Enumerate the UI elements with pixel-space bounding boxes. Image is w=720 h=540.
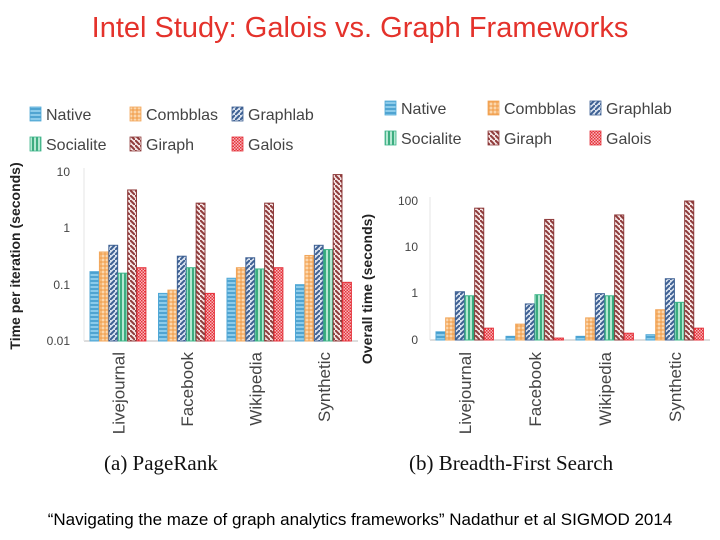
chart-b-legend-swatch-combblas	[487, 100, 500, 116]
chart-a-bar-wikipedia-giraph	[264, 202, 274, 342]
chart-b-tick-0: 100	[398, 194, 418, 208]
chart-a-bar-livejournal-giraph	[127, 189, 137, 342]
chart-b-bar-synthetic-socialite	[674, 301, 685, 341]
chart-a-bar-synthetic-galois	[342, 281, 352, 342]
chart-a-tick-3: 0.01	[47, 334, 71, 348]
chart-b-legend-label-socialite: Socialite	[401, 131, 462, 148]
chart-a-category-synthetic: Synthetic	[315, 352, 334, 422]
chart-a-legend-label-giraph: Giraph	[146, 137, 194, 154]
chart-b-category-synthetic: Synthetic	[666, 352, 685, 422]
chart-a-bar-facebook-combblas	[167, 289, 178, 342]
chart-a-legend-swatch-giraph	[129, 136, 142, 152]
chart-b-bar-wikipedia-graphlab	[594, 293, 605, 341]
chart-a-bar-facebook-native	[158, 292, 168, 342]
chart-a-ylabel: Time per iteration (seconds)	[7, 162, 23, 349]
chart-b-bar-synthetic-combblas	[655, 309, 666, 341]
chart-b-legend-label-giraph: Giraph	[504, 131, 552, 148]
chart-a-bar-synthetic-socialite	[323, 249, 334, 342]
chart-b-legend-swatch-socialite	[384, 130, 397, 146]
chart-a-legend-label-native: Native	[46, 107, 91, 124]
chart-b-bar-facebook-native	[505, 335, 516, 341]
chart-b-bar-livejournal-graphlab	[454, 291, 465, 341]
chart-a-category-facebook: Facebook	[178, 352, 197, 427]
chart-a-legend-swatch-combblas	[129, 106, 142, 122]
chart-b-bar-livejournal-galois	[483, 327, 494, 341]
chart-a-caption: (a) PageRank	[104, 451, 218, 475]
chart-b-tick-3: 0	[411, 333, 418, 347]
chart-b-legend-label-graphlab: Graphlab	[606, 101, 672, 118]
chart-b-bar-livejournal-giraph	[474, 207, 485, 341]
chart-a-bar-synthetic-graphlab	[313, 244, 324, 342]
chart-a-bar-facebook-giraph	[195, 202, 206, 342]
page-title: Intel Study: Galois vs. Graph Frameworks	[91, 12, 629, 44]
chart-b-bar-synthetic-graphlab	[664, 278, 675, 341]
chart-b-bar-livejournal-native	[435, 331, 446, 341]
chart-b-legend-swatch-native	[384, 100, 397, 116]
chart-b-category-livejournal: Livejournal	[456, 352, 475, 434]
chart-a-bar-synthetic-native	[295, 284, 305, 342]
chart-a-legend-swatch-graphlab	[231, 106, 244, 122]
chart-a-bar-wikipedia-native	[226, 277, 237, 342]
chart-a-legend-label-socialite: Socialite	[46, 137, 107, 154]
chart-a-bar-livejournal-native	[89, 271, 100, 342]
chart-b-bar-livejournal-socialite	[464, 295, 475, 341]
chart-b-bar-facebook-giraph	[544, 218, 555, 341]
chart-a-bar-wikipedia-graphlab	[245, 257, 256, 342]
chart-a-legend-label-galois: Galois	[248, 137, 293, 154]
chart-b-bar-wikipedia-combblas	[585, 317, 596, 341]
chart-a-bar-livejournal-graphlab	[108, 244, 119, 342]
chart-a-bar-wikipedia-socialite	[254, 268, 265, 342]
chart-b-tick-2: 1	[411, 286, 418, 300]
chart-b-bar-livejournal-combblas	[445, 317, 456, 341]
chart-a-bar-facebook-socialite	[186, 267, 197, 342]
chart-a-bar-livejournal-galois	[136, 267, 147, 342]
chart-a-legend-label-graphlab: Graphlab	[248, 107, 314, 124]
chart-a-legend-swatch-galois	[231, 136, 244, 152]
chart-a-category-wikipedia: Wikipedia	[246, 351, 265, 425]
chart-b-category-wikipedia: Wikipedia	[596, 351, 615, 425]
chart-b-bar-wikipedia-giraph	[614, 214, 625, 341]
chart-b-bar-wikipedia-native	[575, 335, 586, 341]
chart-b-legend-label-galois: Galois	[606, 131, 651, 148]
chart-a-tick-2: 0.1	[53, 278, 70, 292]
chart-b-tick-1: 10	[405, 240, 419, 254]
chart-a-tick-0: 10	[57, 165, 71, 179]
chart-a-bar-synthetic-giraph	[332, 174, 343, 342]
chart-b-legend-swatch-galois	[589, 130, 602, 146]
chart-b-bar-facebook-galois	[553, 337, 564, 341]
chart-b-bar-facebook-combblas	[515, 323, 526, 341]
chart-a-tick-1: 1	[63, 221, 70, 235]
chart-b-legend-swatch-graphlab	[589, 100, 602, 116]
chart-b-category-facebook: Facebook	[526, 352, 545, 427]
chart-b-ylabel: Overall time (seconds)	[359, 214, 375, 364]
chart-a-bar-wikipedia-galois	[273, 267, 284, 342]
chart-a-legend-label-combblas: Combblas	[146, 107, 218, 124]
chart-a-legend-swatch-native	[29, 106, 42, 122]
chart-b-bar-facebook-socialite	[534, 294, 545, 341]
chart-a-bar-synthetic-combblas	[304, 254, 315, 342]
chart-b-bar-synthetic-galois	[693, 327, 704, 341]
citation: “Navigating the maze of graph analytics …	[47, 510, 673, 529]
chart-b-bar-wikipedia-socialite	[604, 295, 615, 341]
chart-a-bar-livejournal-combblas	[98, 251, 109, 342]
chart-a-legend-swatch-socialite	[29, 136, 42, 152]
chart-b-bar-synthetic-native	[645, 334, 656, 341]
chart-a-bar-facebook-galois	[205, 292, 215, 342]
chart-b-legend-label-combblas: Combblas	[504, 101, 576, 118]
chart-a-bar-facebook-graphlab	[176, 255, 187, 342]
chart-a-bar-livejournal-socialite	[117, 272, 128, 342]
chart-b-legend-label-native: Native	[401, 101, 446, 118]
chart-b-bar-facebook-graphlab	[524, 303, 535, 341]
chart-b-bar-synthetic-giraph	[684, 200, 695, 341]
chart-a-category-livejournal: Livejournal	[109, 352, 128, 434]
chart-b-legend-swatch-giraph	[487, 130, 500, 146]
chart-b-caption: (b) Breadth-First Search	[409, 451, 614, 475]
chart-b-bar-wikipedia-galois	[623, 332, 634, 341]
chart-a-bar-wikipedia-combblas	[235, 267, 246, 342]
